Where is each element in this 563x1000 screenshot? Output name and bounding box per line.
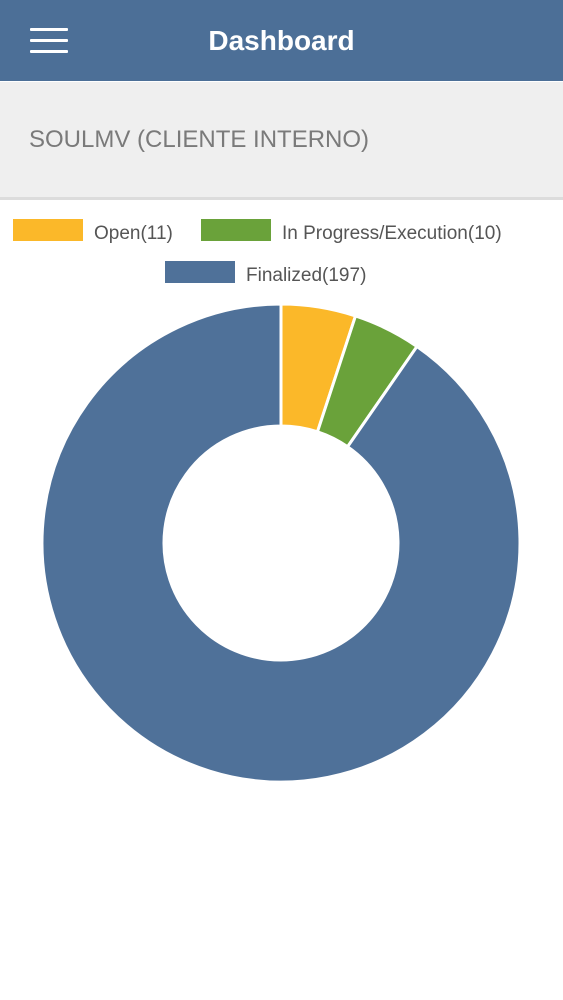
- legend-swatch[interactable]: [165, 261, 235, 283]
- client-band: SOULMV (CLIENTE INTERNO): [0, 82, 563, 200]
- client-name: SOULMV (CLIENTE INTERNO): [29, 126, 370, 153]
- legend-swatch[interactable]: [201, 219, 271, 241]
- legend-label[interactable]: Open(11): [94, 223, 173, 244]
- menu-button[interactable]: [30, 28, 68, 54]
- chart: Open(11) In Progress/Execution(10) Finaliz…: [13, 219, 522, 784]
- menu-bar: [30, 39, 68, 42]
- donut-slice: [40, 302, 522, 784]
- page-title: Dashboard: [208, 25, 355, 56]
- app-bar: Dashboard: [0, 0, 563, 81]
- legend-label[interactable]: Finalized(197): [246, 265, 366, 286]
- legend-label[interactable]: In Progress/Execution(10): [282, 223, 502, 244]
- legend-swatch[interactable]: [13, 219, 83, 241]
- menu-bar: [30, 28, 68, 31]
- menu-bar: [30, 50, 68, 53]
